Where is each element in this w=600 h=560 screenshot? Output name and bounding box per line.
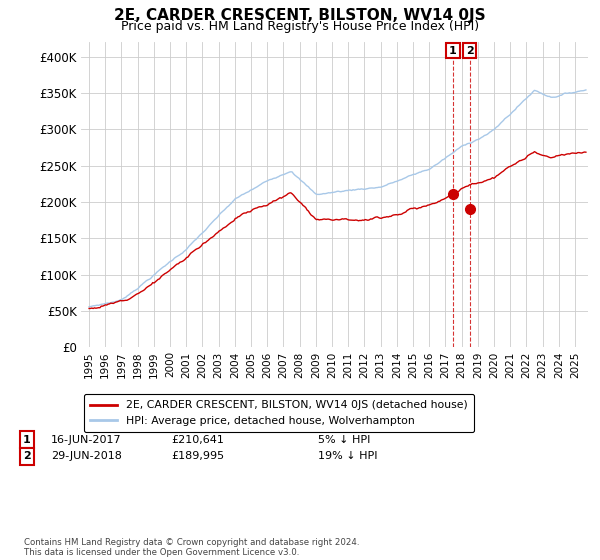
Text: 2: 2 xyxy=(466,46,473,56)
Text: 16-JUN-2017: 16-JUN-2017 xyxy=(51,435,122,445)
Text: 5% ↓ HPI: 5% ↓ HPI xyxy=(318,435,370,445)
Text: 19% ↓ HPI: 19% ↓ HPI xyxy=(318,451,377,461)
Legend: 2E, CARDER CRESCENT, BILSTON, WV14 0JS (detached house), HPI: Average price, det: 2E, CARDER CRESCENT, BILSTON, WV14 0JS (… xyxy=(84,394,475,432)
Text: 2E, CARDER CRESCENT, BILSTON, WV14 0JS: 2E, CARDER CRESCENT, BILSTON, WV14 0JS xyxy=(114,8,486,24)
Text: £210,641: £210,641 xyxy=(171,435,224,445)
Text: Price paid vs. HM Land Registry's House Price Index (HPI): Price paid vs. HM Land Registry's House … xyxy=(121,20,479,32)
Text: 2: 2 xyxy=(23,451,31,461)
Text: £189,995: £189,995 xyxy=(171,451,224,461)
Text: Contains HM Land Registry data © Crown copyright and database right 2024.
This d: Contains HM Land Registry data © Crown c… xyxy=(24,538,359,557)
Text: 1: 1 xyxy=(23,435,31,445)
Text: 29-JUN-2018: 29-JUN-2018 xyxy=(51,451,122,461)
Text: 1: 1 xyxy=(449,46,457,56)
